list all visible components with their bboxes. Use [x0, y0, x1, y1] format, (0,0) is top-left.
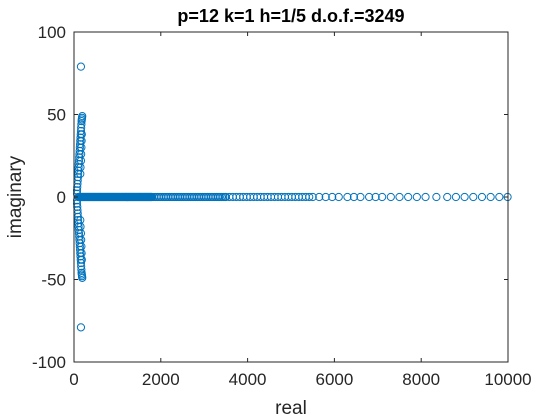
data-point [451, 192, 461, 202]
chart-title: p=12 k=1 h=1/5 d.o.f.=3249 [177, 6, 404, 26]
marks-layer [72, 62, 512, 332]
x-tick-label: 10000 [484, 370, 531, 389]
y-tick-label: 50 [47, 106, 66, 125]
data-point [77, 143, 86, 152]
data-point [77, 249, 86, 258]
data-point [328, 192, 337, 202]
data-point [343, 192, 352, 202]
data-point [443, 192, 452, 202]
data-point [349, 192, 359, 202]
data-point [77, 117, 86, 126]
data-point [77, 235, 86, 244]
data-point [305, 192, 314, 202]
data-point [76, 62, 86, 71]
data-point [386, 192, 395, 202]
data-point [371, 192, 380, 202]
data-point [315, 192, 324, 202]
data-point [72, 186, 82, 195]
data-point [495, 192, 504, 202]
x-tick-label: 0 [69, 370, 78, 389]
data-point [76, 323, 86, 332]
data-point [76, 222, 85, 231]
data-point [486, 192, 495, 202]
data-point [77, 255, 86, 264]
data-point [412, 192, 421, 202]
ticks-layer: 0 2000 4000 6000 8000 10000 -100 -50 0 50 100 [32, 23, 532, 389]
data-point [395, 192, 404, 202]
y-tick-label: -100 [32, 353, 66, 372]
data-point [77, 120, 86, 129]
data-point [77, 123, 86, 132]
data-point [76, 229, 86, 238]
x-tick-label: 6000 [315, 370, 353, 389]
data-point [308, 192, 317, 202]
data-point [77, 130, 86, 139]
y-tick-label: -50 [41, 271, 66, 290]
data-point [477, 192, 487, 202]
data-point [76, 169, 85, 178]
y-tick-label: 0 [57, 188, 66, 207]
y-tick-label: 100 [38, 23, 66, 42]
data-point [421, 192, 430, 202]
data-point [378, 192, 387, 202]
data-point [365, 192, 374, 202]
x-tick-label: 4000 [229, 370, 267, 389]
data-point [321, 192, 330, 202]
data-point [77, 265, 86, 274]
data-point [72, 199, 82, 208]
y-axis-label: imaginary [5, 155, 26, 238]
data-point [334, 192, 343, 202]
data-point [76, 216, 85, 225]
x-axis-label: real [275, 398, 307, 419]
data-point [76, 258, 86, 268]
data-point [469, 192, 478, 202]
data-point [356, 192, 365, 202]
data-point [77, 262, 86, 271]
data-point [432, 192, 441, 202]
data-point [76, 126, 86, 136]
data-point [76, 156, 86, 165]
data-point [77, 268, 86, 277]
data-point [460, 192, 469, 202]
data-point [77, 136, 86, 145]
data-point [76, 163, 85, 172]
x-tick-label: 8000 [402, 370, 440, 389]
x-tick-label: 2000 [142, 370, 180, 389]
data-point [404, 192, 413, 202]
data-point [77, 242, 86, 251]
data-point [77, 150, 86, 159]
